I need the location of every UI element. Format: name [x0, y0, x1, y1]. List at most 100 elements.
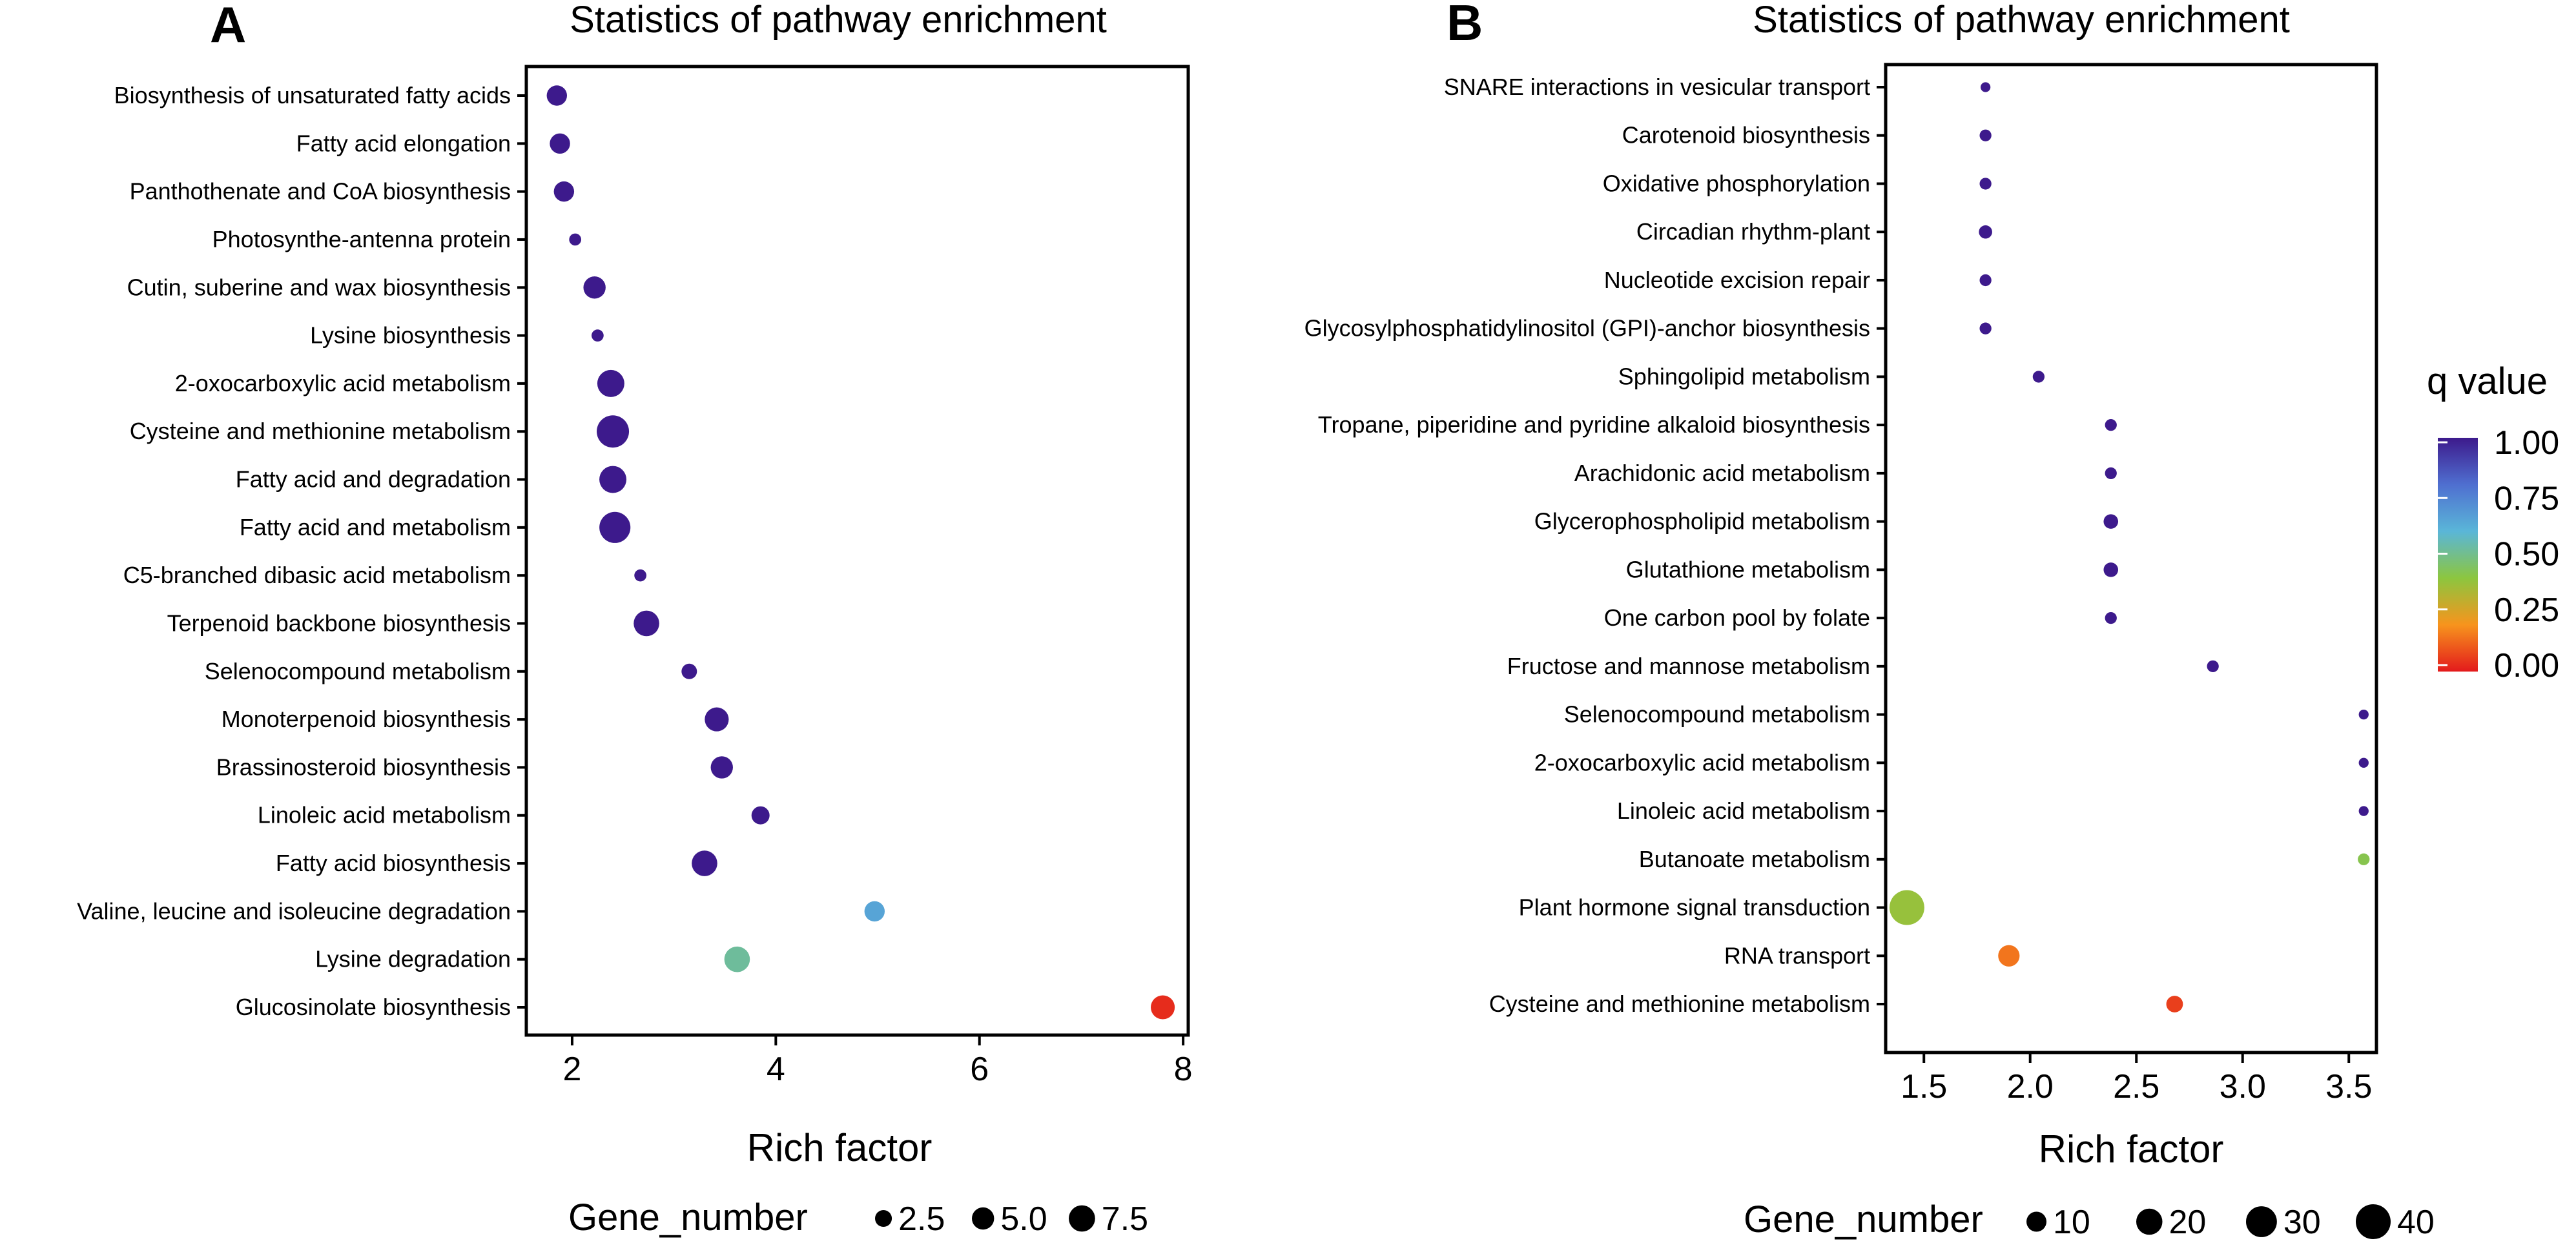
size-legend-label: 7.5 — [1102, 1200, 1148, 1238]
pathway-label: Butanoate metabolism — [1639, 846, 1870, 872]
size-legend-dot — [972, 1207, 994, 1230]
size-legend-dot — [2246, 1206, 2277, 1237]
pathway-point — [597, 369, 624, 397]
pathway-point — [692, 850, 717, 876]
pathway-point — [592, 329, 604, 342]
pathway-point — [2358, 757, 2369, 768]
pathway-point — [1151, 995, 1175, 1020]
x-tick-label: 2 — [563, 1051, 582, 1088]
pathway-point — [1998, 945, 2020, 967]
pathway-label: RNA transport — [1724, 942, 1870, 969]
panel-a-x-ticks: 2 4 6 8 — [563, 1035, 1193, 1088]
pathway-point — [546, 85, 568, 106]
pathway-point — [1889, 890, 1924, 925]
pathway-point — [2103, 514, 2119, 529]
pathway-label: Fructose and mannose metabolism — [1507, 653, 1870, 679]
size-legend-label: 20 — [2169, 1204, 2207, 1241]
x-tick-label: 4 — [767, 1051, 785, 1088]
pathway-point — [2032, 371, 2045, 383]
pathway-label: Panthothenate and CoA biosynthesis — [130, 178, 511, 205]
pathway-label: Glycosylphosphatidylinositol (GPI)-ancho… — [1304, 315, 1870, 342]
pathway-point — [2207, 660, 2219, 672]
panel-a-category-labels: Biosynthesis of unsaturated fatty acids F… — [77, 82, 511, 1020]
size-legend-dot — [2136, 1208, 2163, 1235]
x-tick-label: 8 — [1174, 1051, 1193, 1088]
panel-a-size-legend: Gene_number 2.5 5.0 7.5 — [568, 1197, 1148, 1238]
pathway-point — [2358, 806, 2369, 816]
x-tick-label: 2.0 — [2007, 1068, 2054, 1105]
pathway-point — [583, 276, 606, 299]
panel-b-points — [1889, 82, 2370, 1012]
pathway-point — [550, 133, 570, 154]
pathway-point — [569, 233, 582, 246]
q-value-legend: q value 1.00 0.75 0.50 0.25 0.00 — [2427, 360, 2559, 684]
pathway-label: Monoterpenoid biosynthesis — [222, 706, 511, 732]
panel-b-title: Statistics of pathway enrichment — [1753, 0, 2290, 41]
pathway-label: Cutin, suberine and wax biosynthesis — [127, 274, 511, 300]
pathway-point — [2105, 611, 2117, 624]
pathway-label: Fatty acid elongation — [296, 130, 511, 156]
pathway-point — [599, 511, 631, 543]
pathway-point — [2166, 996, 2183, 1012]
x-tick-label: 2.5 — [2113, 1068, 2159, 1105]
x-tick-label: 3.0 — [2220, 1068, 2266, 1105]
pathway-point — [634, 569, 646, 582]
pathway-point — [599, 466, 627, 493]
size-legend-label: 40 — [2397, 1204, 2435, 1241]
q-value-tick-label: 0.50 — [2494, 536, 2559, 573]
pathway-label: Linoleic acid metabolism — [258, 802, 511, 828]
q-value-tick-label: 0.75 — [2494, 480, 2559, 517]
size-legend-label: 5.0 — [1000, 1200, 1047, 1238]
panel-a-y-ticks — [517, 94, 526, 1009]
pathway-point — [1979, 225, 1992, 239]
panel-b: B Statistics of pathway enrichment SNARE… — [1304, 0, 2435, 1241]
pathway-point — [597, 415, 630, 448]
panel-b-category-labels: SNARE interactions in vesicular transpor… — [1304, 74, 1870, 1017]
panel-a-points — [546, 85, 1175, 1020]
pathway-label: Fatty acid biosynthesis — [276, 850, 511, 876]
pathway-label: SNARE interactions in vesicular transpor… — [1444, 74, 1870, 100]
pathway-label: Brassinosteroid biosynthesis — [216, 754, 511, 780]
pathway-label: Glycerophospholipid metabolism — [1534, 508, 1870, 535]
pathway-label: 2-oxocarboxylic acid metabolism — [1534, 749, 1870, 776]
pathway-label: Biosynthesis of unsaturated fatty acids — [114, 82, 511, 108]
pathway-label: C5-branched dibasic acid metabolism — [123, 562, 511, 588]
pathway-point — [1979, 129, 1992, 141]
x-tick-label: 3.5 — [2325, 1068, 2372, 1105]
pathway-label: Cysteine and methionine metabolism — [1489, 991, 1870, 1017]
size-legend-label: 10 — [2053, 1204, 2090, 1241]
pathway-label: 2-oxocarboxylic acid metabolism — [175, 370, 511, 396]
panel-a: A Statistics of pathway enrichment Biosy… — [77, 0, 1192, 1238]
pathway-label: Fatty acid and metabolism — [240, 514, 511, 540]
pathway-label: Arachidonic acid metabolism — [1574, 460, 1870, 486]
panel-b-letter: B — [1447, 0, 1483, 51]
pathway-label: Nucleotide excision repair — [1604, 267, 1870, 293]
pathway-point — [681, 663, 697, 679]
panel-b-x-ticks: 1.5 2.0 2.5 3.0 3.5 — [1901, 1053, 2372, 1105]
pathway-point — [1979, 274, 1992, 287]
panel-b-size-legend-title: Gene_number — [1744, 1198, 1983, 1240]
q-value-tick-labels: 1.00 0.75 0.50 0.25 0.00 — [2438, 424, 2559, 684]
pathway-label: One carbon pool by folate — [1604, 604, 1870, 631]
panel-b-y-ticks — [1877, 86, 1886, 1005]
panel-b-size-legend: Gene_number 10 20 30 40 — [1744, 1198, 2435, 1241]
pathway-label: Glucosinolate biosynthesis — [236, 994, 511, 1020]
pathway-label: Valine, leucine and isoleucine degradati… — [77, 898, 511, 924]
pathway-label: Photosynthe-antenna protein — [212, 226, 511, 252]
pathway-label: Sphingolipid metabolism — [1618, 363, 1870, 389]
q-value-legend-title: q value — [2427, 360, 2548, 402]
pathway-label: Selenocompound metabolism — [205, 658, 511, 684]
pathway-point — [724, 946, 750, 972]
pathway-label: Cysteine and methionine metabolism — [130, 418, 511, 444]
pathway-label: Carotenoid biosynthesis — [1622, 122, 1870, 149]
pathway-point — [553, 181, 575, 202]
panel-a-x-axis-label: Rich factor — [747, 1126, 933, 1169]
panel-a-letter: A — [210, 0, 246, 53]
pathway-point — [705, 707, 729, 732]
pathway-label: Lysine biosynthesis — [310, 322, 511, 349]
q-value-tick-label: 0.25 — [2494, 591, 2559, 629]
q-value-tick-label: 1.00 — [2494, 424, 2559, 462]
pathway-point — [2103, 562, 2119, 577]
pathway-label: Plant hormone signal transduction — [1519, 894, 1870, 921]
x-tick-label: 1.5 — [1901, 1068, 1947, 1105]
